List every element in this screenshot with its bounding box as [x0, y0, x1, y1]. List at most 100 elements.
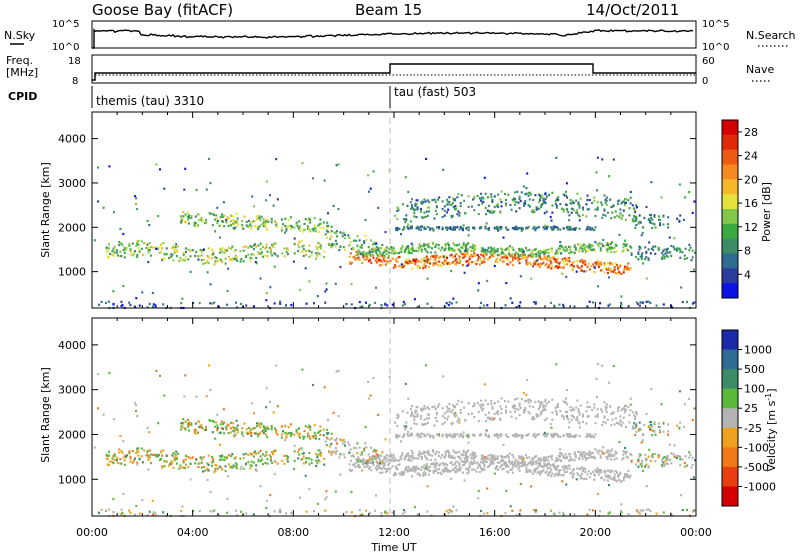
- time-tick-label: 00:00: [680, 526, 712, 539]
- power-cell: [571, 251, 574, 254]
- velocity-cell: [489, 457, 492, 460]
- power-cell: [394, 214, 396, 217]
- velocity-cell: [141, 499, 144, 502]
- power-cell: [455, 253, 458, 256]
- velocity-cell: [543, 431, 546, 434]
- velocity-cell: [411, 412, 413, 415]
- velocity-cell: [679, 455, 682, 459]
- power-cell: [149, 246, 152, 249]
- velocity-cell: [478, 470, 481, 474]
- velocity-cell: [675, 456, 678, 460]
- velocity-cell: [645, 459, 648, 462]
- velocity-cell: [520, 434, 523, 437]
- velocity-cell: [200, 466, 203, 469]
- power-cell: [458, 257, 461, 261]
- power-cell: [638, 304, 641, 307]
- velocity-cell: [537, 433, 540, 436]
- velocity-cell: [580, 477, 583, 480]
- power-cell: [482, 247, 484, 250]
- velocity-cell: [578, 413, 581, 416]
- power-cell: [400, 266, 403, 269]
- power-colorbar-segment: [722, 149, 738, 165]
- power-cell: [665, 249, 668, 253]
- power-cell: [429, 258, 432, 261]
- velocity-cell: [542, 404, 545, 407]
- power-cell: [390, 246, 393, 249]
- power-cell: [377, 249, 380, 252]
- velocity-cell: [198, 420, 201, 423]
- power-cell: [109, 252, 112, 255]
- velocity-cell: [551, 463, 554, 467]
- velocity-cell: [403, 471, 406, 474]
- velocity-cell: [574, 454, 577, 457]
- velocity-cell: [499, 433, 502, 436]
- velocity-cell: [676, 424, 679, 427]
- power-cell: [626, 249, 629, 252]
- velocity-cell: [536, 466, 539, 469]
- velocity-cell: [662, 461, 665, 464]
- velocity-cell: [357, 460, 360, 463]
- power-cell: [438, 227, 441, 230]
- velocity-cell: [565, 389, 568, 392]
- power-cell: [415, 249, 418, 252]
- power-cell: [412, 249, 415, 252]
- power-cell: [612, 269, 615, 272]
- power-cell: [539, 198, 541, 201]
- power-cell: [459, 202, 462, 205]
- power-cell: [386, 261, 389, 264]
- velocity-cell: [501, 468, 504, 471]
- velocity-cell: [403, 456, 406, 459]
- power-cell: [492, 247, 495, 250]
- power-cell: [406, 245, 409, 248]
- power-cell: [477, 256, 480, 259]
- velocity-cell: [420, 408, 422, 411]
- velocity-cell: [635, 411, 638, 414]
- velocity-cell: [511, 471, 514, 474]
- power-cell: [115, 251, 118, 254]
- velocity-cell: [349, 470, 352, 473]
- power-cell: [334, 239, 337, 242]
- velocity-cell: [606, 474, 609, 477]
- velocity-cell: [565, 397, 567, 400]
- velocity-cell: [531, 458, 534, 461]
- power-cell: [678, 219, 681, 222]
- velocity-cell: [432, 450, 435, 453]
- velocity-cell: [486, 402, 489, 406]
- velocity-cell: [332, 411, 335, 414]
- velocity-cell: [611, 455, 614, 458]
- velocity-cell: [252, 513, 255, 516]
- velocity-cell: [542, 466, 545, 469]
- velocity-cell: [311, 435, 314, 438]
- power-cell: [108, 256, 110, 259]
- power-cell: [539, 252, 542, 255]
- power-cell: [270, 219, 273, 222]
- velocity-cell: [128, 450, 131, 453]
- power-cell: [276, 255, 279, 258]
- velocity-cell: [530, 459, 533, 462]
- power-cell: [113, 247, 116, 250]
- power-cell: [212, 253, 215, 256]
- power-cell: [505, 204, 507, 207]
- velocity-cell: [464, 462, 467, 465]
- velocity-cell: [550, 433, 553, 436]
- velocity-cell: [250, 432, 253, 435]
- power-colorbar-segment: [722, 179, 738, 195]
- velocity-cell: [441, 407, 444, 410]
- power-cell: [595, 171, 598, 174]
- power-cell: [400, 247, 403, 250]
- velocity-cell: [626, 474, 629, 477]
- velocity-cell: [612, 411, 615, 414]
- velocity-cell: [557, 458, 560, 461]
- velocity-cell: [433, 462, 436, 465]
- power-cell: [560, 266, 563, 269]
- power-cell: [446, 262, 449, 265]
- power-cell: [182, 259, 185, 262]
- velocity-cell: [315, 452, 318, 455]
- power-cell: [443, 205, 446, 208]
- power-cell: [383, 248, 386, 251]
- velocity-cell: [568, 426, 571, 429]
- velocity-cell: [368, 459, 371, 462]
- velocity-cell: [534, 455, 537, 458]
- power-cell: [566, 209, 569, 212]
- power-cell: [319, 245, 322, 248]
